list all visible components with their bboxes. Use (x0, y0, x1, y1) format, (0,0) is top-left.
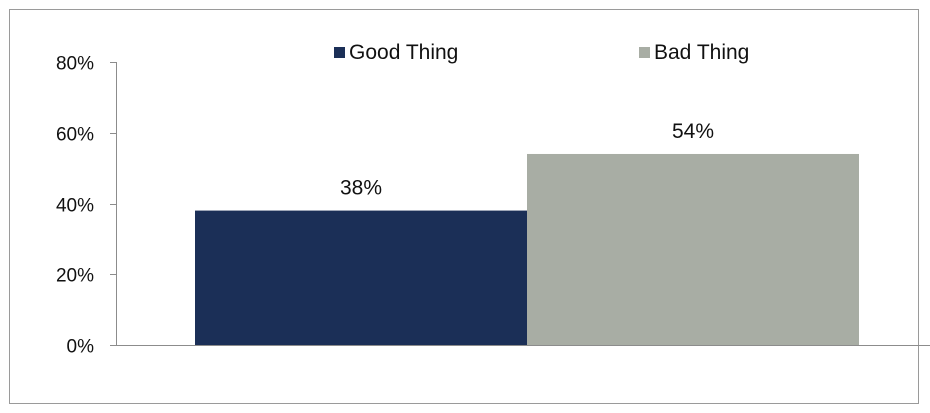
bar-good-thing (195, 210, 527, 345)
y-tick-label: 40% (56, 196, 94, 217)
legend-label: Good Thing (349, 41, 458, 64)
data-labels: 38% 54% (340, 120, 714, 200)
y-tick-label: 60% (56, 125, 94, 146)
bar-bad-thing (527, 153, 859, 345)
legend-swatch (334, 47, 345, 58)
legend-swatch (639, 47, 650, 58)
y-tick-label: 80% (56, 54, 94, 75)
legend: Good Thing Bad Thing (334, 41, 749, 64)
bars (195, 153, 859, 345)
y-tick-label: 0% (67, 337, 95, 358)
data-label: 54% (672, 120, 714, 143)
y-tick-label: 20% (56, 266, 94, 287)
axes: 0% 20% 40% 60% 80% (56, 54, 930, 358)
data-label: 38% (340, 177, 382, 200)
legend-label: Bad Thing (654, 41, 749, 64)
